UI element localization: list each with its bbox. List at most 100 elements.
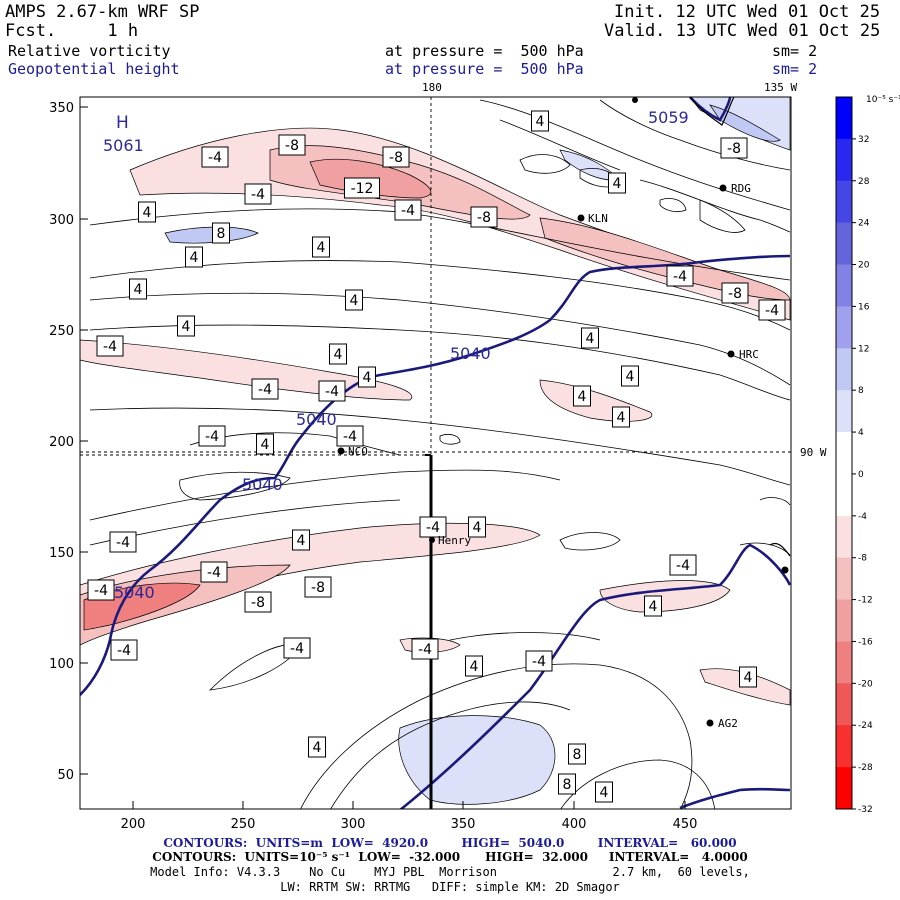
station-label: KLN bbox=[588, 212, 608, 225]
height-label: 5040 bbox=[114, 583, 155, 602]
vorticity-label-text: -4 bbox=[676, 558, 690, 574]
vorticity-label-text: -4 bbox=[673, 269, 687, 285]
vorticity-label-text: 4 bbox=[363, 370, 372, 386]
valid-time: Valid. 13 UTC Wed 01 Oct 25 bbox=[604, 21, 881, 41]
y-tick-label: 200 bbox=[49, 435, 74, 450]
colorbar-swatch bbox=[836, 725, 852, 768]
vorticity-label-text: 4 bbox=[297, 533, 306, 549]
colorbar-label: -16 bbox=[858, 637, 873, 647]
vorticity-label-text: -4 bbox=[418, 642, 432, 658]
x-tick-label: 200 bbox=[121, 817, 146, 832]
colorbar-label: -20 bbox=[858, 679, 873, 689]
vorticity-label-text: -4 bbox=[117, 643, 131, 659]
station-marker bbox=[429, 537, 435, 543]
station-label: Henry bbox=[438, 534, 471, 547]
vorticity-label-text: 4 bbox=[350, 293, 359, 309]
field1-level: at pressure = 500 hPa bbox=[385, 42, 584, 60]
vorticity-label: -12 bbox=[344, 177, 380, 199]
vorticity-label: -4 bbox=[201, 146, 229, 168]
vorticity-label: 4 bbox=[608, 172, 626, 194]
colorbar-swatch bbox=[836, 180, 852, 224]
field2-name: Geopotential height bbox=[8, 60, 180, 78]
vorticity-label-text: 4 bbox=[578, 389, 587, 405]
vorticity-label-text: -8 bbox=[477, 210, 491, 226]
colorbar-label: 20 bbox=[858, 261, 870, 271]
colorbar-label: -12 bbox=[858, 596, 873, 606]
vorticity-label: -4 bbox=[109, 531, 137, 553]
colorbar-swatch bbox=[836, 138, 852, 182]
vorticity-label: -4 bbox=[96, 335, 124, 357]
colorbar-label: 28 bbox=[858, 177, 870, 187]
colorbar-swatch bbox=[836, 306, 852, 349]
y-tick-label: 300 bbox=[49, 213, 74, 228]
coastline bbox=[689, 97, 791, 557]
colorbar-label: 16 bbox=[858, 302, 870, 312]
station-marker bbox=[781, 566, 789, 574]
vorticity-label: -4 bbox=[318, 380, 346, 402]
colorbar-swatch bbox=[836, 97, 852, 140]
vorticity-label-text: -8 bbox=[285, 138, 299, 154]
vorticity-label-text: -4 bbox=[258, 382, 272, 398]
field1-name: Relative vorticity bbox=[8, 42, 171, 60]
colorbar-swatch bbox=[836, 515, 852, 559]
map-field bbox=[80, 97, 791, 809]
vorticity-label: 4 bbox=[595, 781, 613, 803]
y-tick-label: 100 bbox=[49, 657, 74, 672]
vorticity-label: -4 bbox=[336, 425, 364, 447]
vorticity-contours bbox=[89, 99, 791, 809]
vorticity-label-text: -8 bbox=[251, 595, 265, 611]
vorticity-label-text: 4 bbox=[613, 176, 622, 192]
vorticity-label: 4 bbox=[621, 365, 639, 387]
vorticity-label: 4 bbox=[185, 246, 203, 268]
vorticity-label: 4 bbox=[138, 201, 156, 223]
colorbar-unit: 10⁻⁵ s⁻¹ bbox=[866, 95, 900, 105]
vorticity-label-text: 8 bbox=[573, 747, 582, 763]
vorticity-label-text: 4 bbox=[600, 785, 609, 801]
colorbar-swatch bbox=[836, 222, 852, 266]
height-label: 5059 bbox=[648, 108, 689, 127]
y-tick-label: 50 bbox=[57, 768, 74, 783]
vorticity-label-text: 4 bbox=[190, 250, 199, 266]
footer-vorticity-contours: CONTOURS: UNITS=10⁻⁵ s⁻¹ LOW= -32.000 HI… bbox=[152, 850, 748, 864]
high-value: 5061 bbox=[103, 136, 144, 155]
vorticity-label: 4 bbox=[531, 110, 549, 132]
colorbar-label: 8 bbox=[858, 386, 864, 396]
colorbar-label: 32 bbox=[858, 135, 869, 145]
vorticity-label: -8 bbox=[304, 576, 332, 598]
vorticity-label: -4 bbox=[110, 639, 138, 661]
vorticity-label-text: 4 bbox=[586, 331, 595, 347]
station-label: AG2 bbox=[718, 717, 738, 730]
station-marker bbox=[727, 350, 735, 358]
vorticity-label-text: 4 bbox=[626, 369, 635, 385]
y-tick-label: 150 bbox=[49, 546, 74, 561]
height-label: 5040 bbox=[242, 475, 283, 494]
x-tick-label: 350 bbox=[451, 817, 476, 832]
vorticity-label: -4 bbox=[198, 425, 226, 447]
vorticity-label-text: 4 bbox=[182, 319, 191, 335]
vorticity-label-text: -4 bbox=[401, 203, 415, 219]
init-time: Init. 12 UTC Wed 01 Oct 25 bbox=[614, 2, 881, 22]
colorbar: 32 28 24 20 16 12 8 4 0 -4 -8 -12 -16 -20 -24 -28 -32 bbox=[835, 96, 873, 815]
vorticity-label-text: -4 bbox=[532, 654, 546, 670]
field2-smooth: sm= 2 bbox=[772, 60, 818, 78]
colorbar-swatch bbox=[836, 557, 852, 601]
vorticity-label-text: 4 bbox=[649, 599, 658, 615]
vorticity-label: 4 bbox=[465, 655, 483, 677]
vorticity-label: 4 bbox=[312, 236, 330, 258]
x-tick-label: 450 bbox=[673, 817, 698, 832]
vorticity-label: 4 bbox=[292, 529, 310, 551]
vorticity-label-text: -4 bbox=[426, 520, 440, 536]
vorticity-label-text: 8 bbox=[563, 777, 572, 793]
vorticity-label: -4 bbox=[666, 265, 694, 287]
station-marker bbox=[337, 447, 345, 455]
footer-height-contours: CONTOURS: UNITS=m LOW= 4920.0 HIGH= 5040… bbox=[163, 836, 737, 850]
x-tick-label: 300 bbox=[341, 817, 366, 832]
vorticity-label-text: -4 bbox=[343, 429, 357, 445]
vorticity-label: -8 bbox=[470, 206, 498, 228]
meridian-135w-label: 135 W bbox=[764, 81, 797, 94]
vorticity-label-text: -8 bbox=[728, 286, 742, 302]
station-marker bbox=[577, 214, 585, 222]
x-tick-label: 250 bbox=[231, 817, 256, 832]
height-contours bbox=[80, 97, 791, 809]
vorticity-label: 4 bbox=[129, 278, 147, 300]
